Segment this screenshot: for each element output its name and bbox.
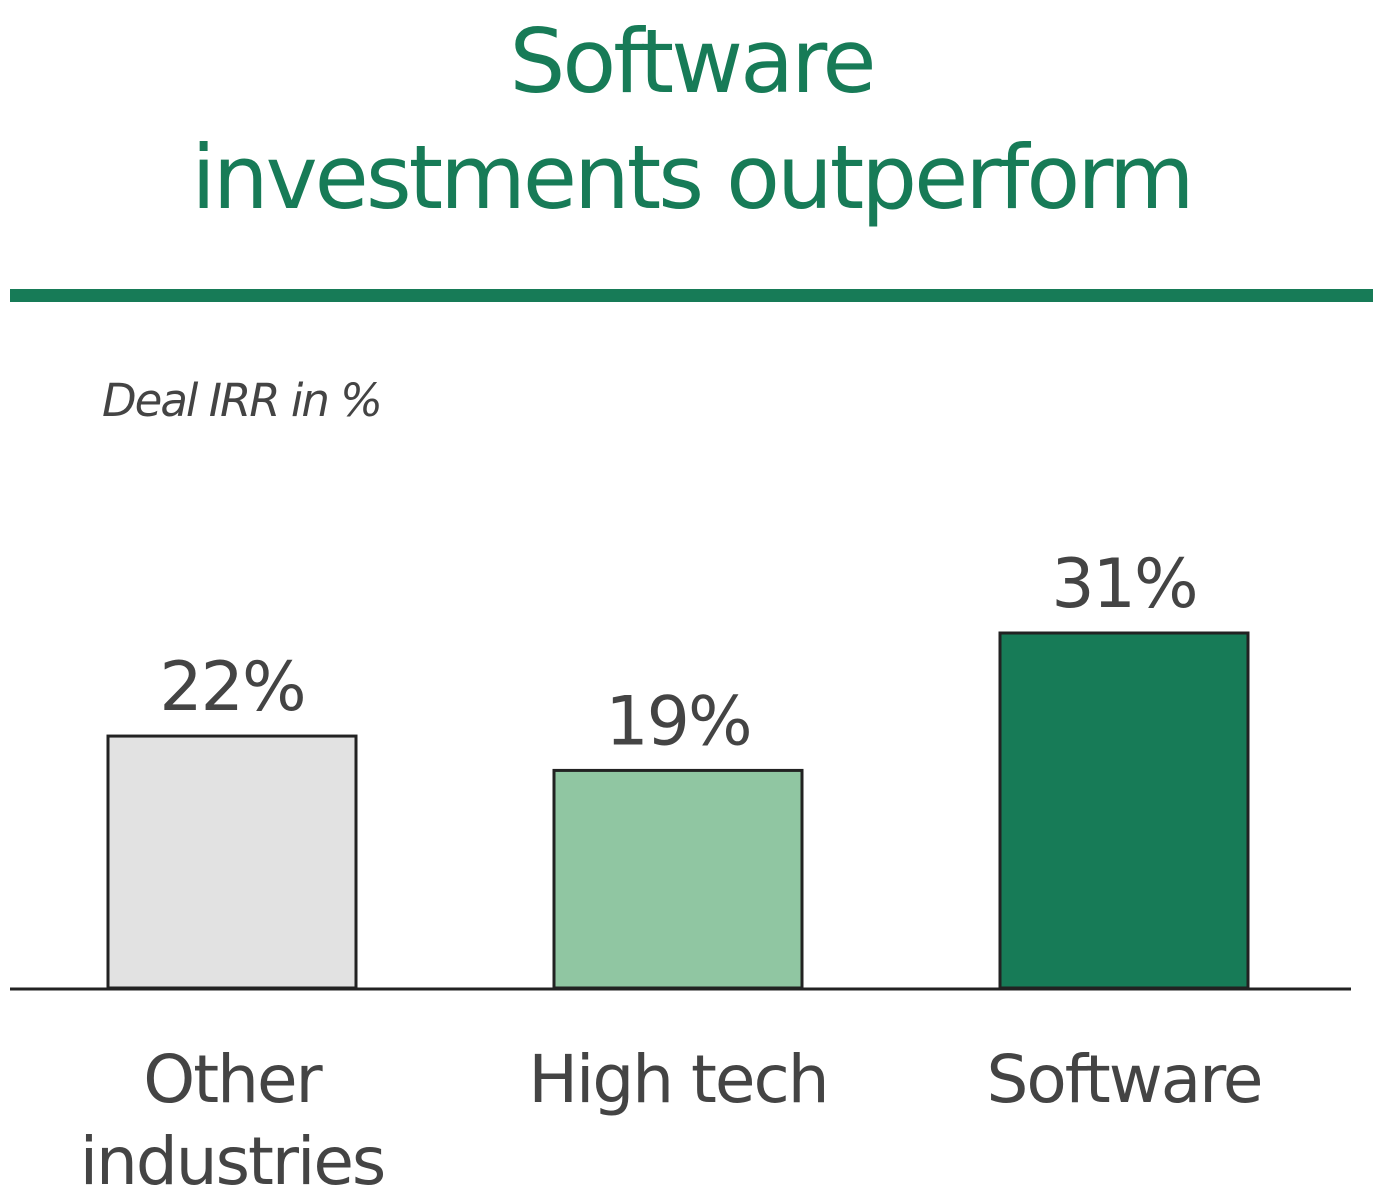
- value-label: 19%: [605, 682, 750, 761]
- chart-title: Software investments outperform: [0, 4, 1373, 236]
- value-label: 31%: [1051, 545, 1196, 624]
- chart-title-line-1: Software: [509, 10, 877, 113]
- category-label-line: industries: [80, 1123, 385, 1190]
- title-divider: [10, 289, 1373, 302]
- bar-software: [998, 631, 1250, 990]
- chart-title-line-2: investments outperform: [191, 126, 1194, 229]
- value-label: 22%: [159, 648, 304, 727]
- category-label-line: Other: [143, 1041, 323, 1118]
- category-label: High tech: [528, 1041, 827, 1118]
- category-label-line: High tech: [528, 1041, 827, 1118]
- bar-other-industries: [106, 734, 358, 990]
- bar-high-tech: [552, 768, 804, 990]
- category-label: Software: [987, 1041, 1262, 1118]
- chart-subtitle: Deal IRR in %: [102, 374, 383, 427]
- category-label-line: Software: [987, 1041, 1262, 1118]
- category-label: Other industries: [80, 1041, 385, 1190]
